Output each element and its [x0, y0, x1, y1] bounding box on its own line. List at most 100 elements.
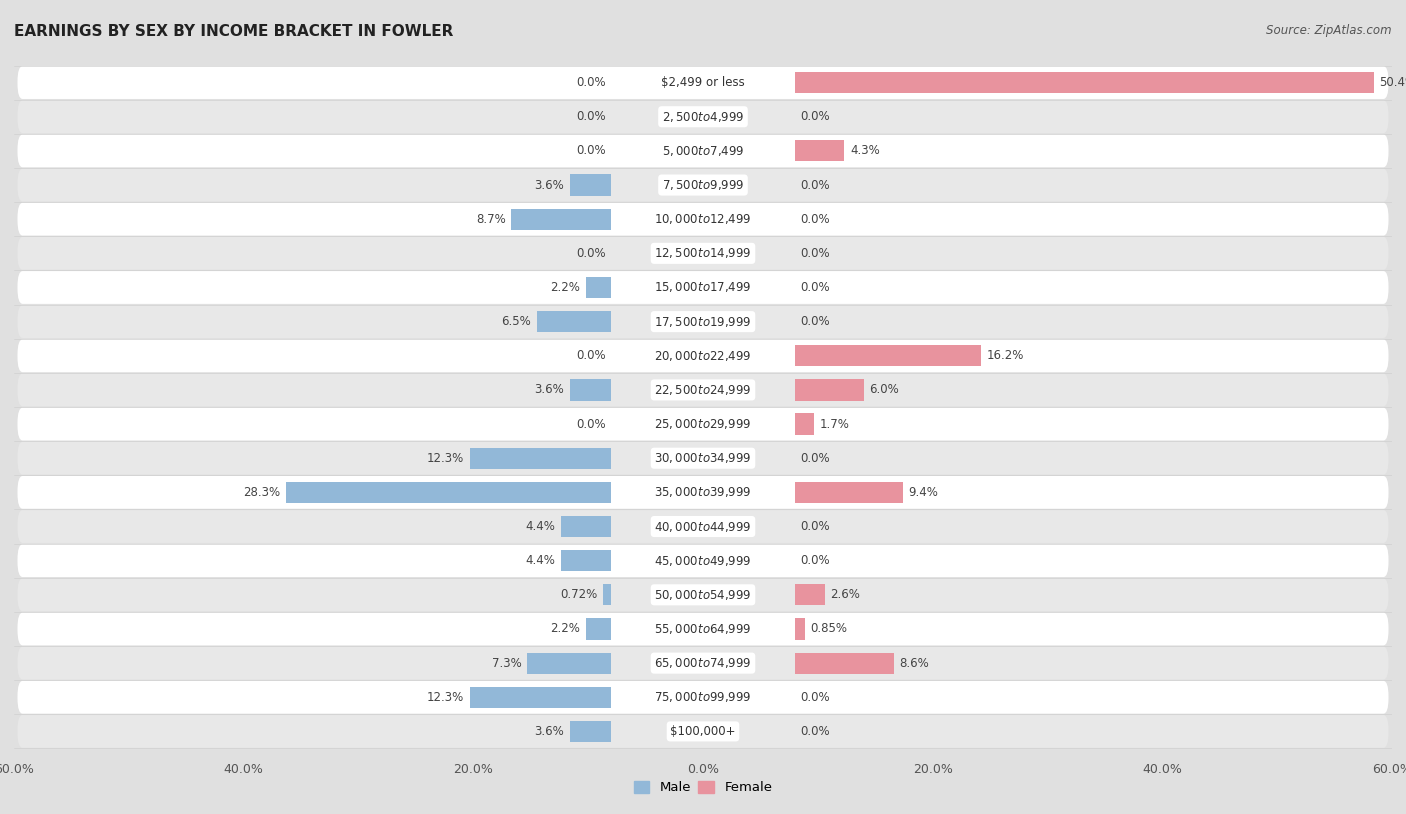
FancyBboxPatch shape: [17, 646, 1389, 680]
Text: $35,000 to $39,999: $35,000 to $39,999: [654, 485, 752, 499]
Text: $65,000 to $74,999: $65,000 to $74,999: [654, 656, 752, 670]
FancyBboxPatch shape: [17, 715, 1389, 748]
Text: 16.2%: 16.2%: [987, 349, 1024, 362]
FancyBboxPatch shape: [17, 476, 1389, 509]
Text: $10,000 to $12,499: $10,000 to $12,499: [654, 212, 752, 226]
Text: 0.0%: 0.0%: [800, 315, 830, 328]
Bar: [794, 140, 844, 161]
Text: 0.0%: 0.0%: [576, 110, 606, 123]
Legend: Male, Female: Male, Female: [628, 776, 778, 799]
Text: 6.0%: 6.0%: [869, 383, 900, 396]
Bar: [794, 653, 894, 674]
Text: 0.0%: 0.0%: [800, 247, 830, 260]
Bar: [586, 619, 612, 640]
Bar: [537, 311, 612, 332]
Text: 50.4%: 50.4%: [1379, 76, 1406, 89]
Text: 3.6%: 3.6%: [534, 178, 564, 191]
Text: 0.72%: 0.72%: [560, 589, 598, 602]
Text: $17,500 to $19,999: $17,500 to $19,999: [654, 315, 752, 329]
Text: 0.0%: 0.0%: [576, 418, 606, 431]
Text: $45,000 to $49,999: $45,000 to $49,999: [654, 554, 752, 567]
Text: $5,000 to $7,499: $5,000 to $7,499: [662, 144, 744, 158]
Text: 4.4%: 4.4%: [524, 520, 555, 533]
Text: 12.3%: 12.3%: [427, 691, 464, 704]
FancyBboxPatch shape: [17, 100, 1389, 133]
Text: $15,000 to $17,499: $15,000 to $17,499: [654, 281, 752, 295]
Text: 2.6%: 2.6%: [831, 589, 860, 602]
Text: 0.0%: 0.0%: [800, 691, 830, 704]
Text: $22,500 to $24,999: $22,500 to $24,999: [654, 383, 752, 397]
Bar: [512, 208, 612, 230]
Text: 0.0%: 0.0%: [800, 520, 830, 533]
Text: Source: ZipAtlas.com: Source: ZipAtlas.com: [1267, 24, 1392, 37]
Bar: [794, 379, 863, 400]
Text: EARNINGS BY SEX BY INCOME BRACKET IN FOWLER: EARNINGS BY SEX BY INCOME BRACKET IN FOW…: [14, 24, 453, 39]
Text: 6.5%: 6.5%: [501, 315, 531, 328]
Text: 12.3%: 12.3%: [427, 452, 464, 465]
Bar: [794, 414, 814, 435]
Text: 0.0%: 0.0%: [800, 178, 830, 191]
Bar: [470, 687, 612, 708]
Text: $7,500 to $9,999: $7,500 to $9,999: [662, 178, 744, 192]
Bar: [794, 619, 804, 640]
Text: $25,000 to $29,999: $25,000 to $29,999: [654, 417, 752, 431]
Text: $2,499 or less: $2,499 or less: [661, 76, 745, 89]
Text: 0.0%: 0.0%: [800, 110, 830, 123]
Text: $100,000+: $100,000+: [671, 725, 735, 738]
FancyBboxPatch shape: [17, 168, 1389, 201]
Bar: [586, 277, 612, 298]
Text: 9.4%: 9.4%: [908, 486, 938, 499]
Bar: [527, 653, 612, 674]
Text: 1.7%: 1.7%: [820, 418, 851, 431]
Text: $12,500 to $14,999: $12,500 to $14,999: [654, 247, 752, 260]
Bar: [794, 72, 1374, 93]
Bar: [287, 482, 612, 503]
Text: 0.85%: 0.85%: [810, 623, 848, 636]
Bar: [603, 584, 612, 606]
Text: 4.4%: 4.4%: [524, 554, 555, 567]
Text: 0.0%: 0.0%: [800, 452, 830, 465]
Text: 0.0%: 0.0%: [800, 554, 830, 567]
FancyBboxPatch shape: [17, 579, 1389, 611]
FancyBboxPatch shape: [17, 134, 1389, 168]
FancyBboxPatch shape: [17, 237, 1389, 269]
Text: 0.0%: 0.0%: [576, 144, 606, 157]
Bar: [470, 448, 612, 469]
Bar: [561, 516, 612, 537]
Text: $50,000 to $54,999: $50,000 to $54,999: [654, 588, 752, 602]
Text: 2.2%: 2.2%: [550, 623, 581, 636]
FancyBboxPatch shape: [17, 66, 1389, 99]
Text: 0.0%: 0.0%: [576, 76, 606, 89]
FancyBboxPatch shape: [17, 442, 1389, 475]
Text: 2.2%: 2.2%: [550, 281, 581, 294]
FancyBboxPatch shape: [17, 374, 1389, 406]
Bar: [569, 174, 612, 195]
Text: 0.0%: 0.0%: [800, 212, 830, 225]
FancyBboxPatch shape: [17, 271, 1389, 304]
Text: $55,000 to $64,999: $55,000 to $64,999: [654, 622, 752, 636]
Text: 4.3%: 4.3%: [851, 144, 880, 157]
FancyBboxPatch shape: [17, 681, 1389, 714]
Text: 0.0%: 0.0%: [800, 281, 830, 294]
FancyBboxPatch shape: [17, 339, 1389, 372]
FancyBboxPatch shape: [17, 203, 1389, 235]
FancyBboxPatch shape: [17, 305, 1389, 338]
Bar: [569, 379, 612, 400]
Text: 0.0%: 0.0%: [800, 725, 830, 738]
FancyBboxPatch shape: [17, 545, 1389, 577]
Text: 3.6%: 3.6%: [534, 383, 564, 396]
Text: $30,000 to $34,999: $30,000 to $34,999: [654, 451, 752, 466]
FancyBboxPatch shape: [17, 510, 1389, 543]
Text: 28.3%: 28.3%: [243, 486, 280, 499]
Text: $75,000 to $99,999: $75,000 to $99,999: [654, 690, 752, 704]
Text: 3.6%: 3.6%: [534, 725, 564, 738]
FancyBboxPatch shape: [17, 613, 1389, 646]
Text: 8.7%: 8.7%: [475, 212, 506, 225]
FancyBboxPatch shape: [17, 408, 1389, 440]
Bar: [569, 721, 612, 742]
Text: 7.3%: 7.3%: [492, 657, 522, 670]
Bar: [794, 584, 825, 606]
Text: $20,000 to $22,499: $20,000 to $22,499: [654, 348, 752, 363]
Text: $2,500 to $4,999: $2,500 to $4,999: [662, 110, 744, 124]
Bar: [561, 550, 612, 571]
